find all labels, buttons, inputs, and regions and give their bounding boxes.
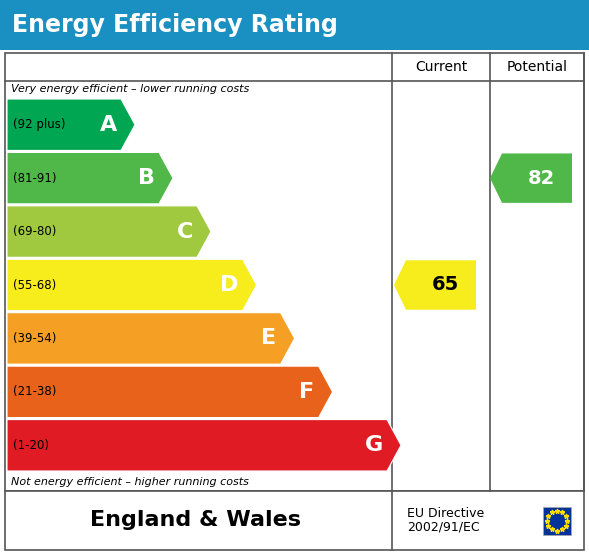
Polygon shape (7, 420, 401, 471)
Text: C: C (177, 221, 193, 242)
Bar (543, 507, 571, 534)
Text: 82: 82 (527, 169, 555, 188)
Polygon shape (7, 313, 294, 364)
Text: (69-80): (69-80) (13, 225, 57, 238)
Text: Very energy efficient – lower running costs: Very energy efficient – lower running co… (11, 84, 249, 94)
Text: B: B (138, 168, 155, 188)
Polygon shape (7, 259, 257, 311)
Polygon shape (490, 153, 572, 203)
Text: 65: 65 (431, 275, 459, 295)
Text: (81-91): (81-91) (13, 172, 57, 184)
Text: Potential: Potential (507, 60, 567, 74)
Text: E: E (262, 328, 277, 348)
Text: (92 plus): (92 plus) (13, 118, 65, 131)
Bar (5, 53, 584, 491)
Text: G: G (365, 436, 383, 455)
Polygon shape (7, 99, 135, 151)
Text: (1-20): (1-20) (13, 439, 49, 452)
Text: D: D (220, 275, 239, 295)
Text: England & Wales: England & Wales (91, 511, 302, 530)
Text: EU Directive: EU Directive (407, 507, 484, 520)
Bar (5, 491, 584, 550)
Polygon shape (7, 366, 333, 417)
Text: Current: Current (415, 60, 467, 74)
Text: (39-54): (39-54) (13, 332, 57, 345)
Polygon shape (394, 261, 476, 310)
Text: 2002/91/EC: 2002/91/EC (407, 521, 479, 534)
Text: Not energy efficient – higher running costs: Not energy efficient – higher running co… (11, 477, 249, 487)
Text: (21-38): (21-38) (13, 385, 57, 399)
Bar (0, 0, 589, 50)
Text: (55-68): (55-68) (13, 279, 57, 291)
Text: F: F (299, 382, 315, 402)
Text: A: A (100, 115, 117, 135)
Polygon shape (7, 206, 211, 257)
Text: Energy Efficiency Rating: Energy Efficiency Rating (12, 13, 338, 37)
Polygon shape (7, 152, 173, 204)
